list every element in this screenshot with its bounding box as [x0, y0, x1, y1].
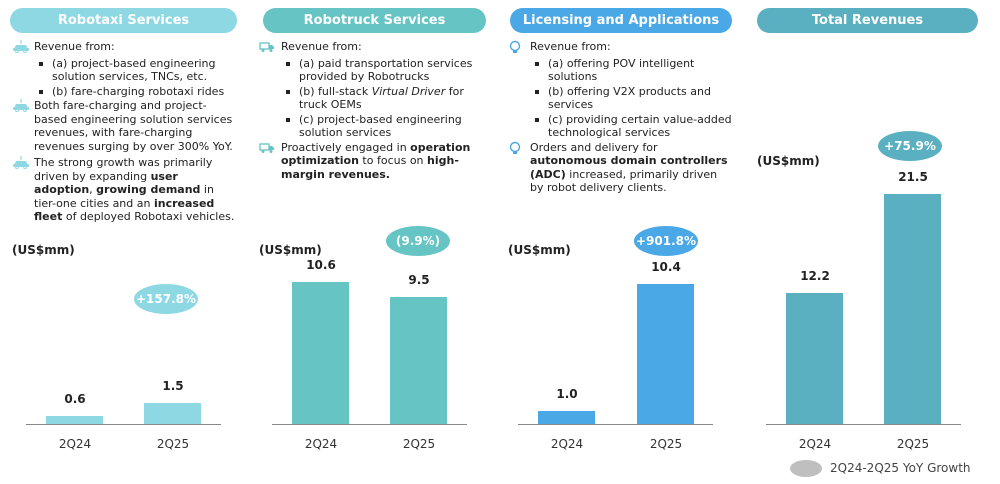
- bar-2Q25: [884, 193, 941, 424]
- bar-value-label: 0.6: [64, 391, 86, 406]
- bar-value-label: 12.2: [800, 269, 830, 284]
- x-axis-line: [766, 424, 961, 425]
- sub-bullet: (c) providing certain value-added techno…: [508, 113, 733, 140]
- bar-2Q24: [538, 410, 595, 424]
- x-axis-line: [518, 424, 713, 425]
- description-item: Proactively engaged in operation optimiz…: [259, 141, 487, 182]
- legend-label: 2Q24-2Q25 YoY Growth: [830, 461, 971, 475]
- panel-header: Robotruck Services: [263, 8, 486, 33]
- yoy-growth-badge: +901.8%: [634, 226, 698, 256]
- x-tick-label: 2Q24: [304, 437, 338, 451]
- bold-text: growing demand: [96, 183, 201, 196]
- bar-2Q24: [786, 293, 843, 424]
- bar-2Q25: [144, 403, 201, 424]
- x-tick-label: 2Q25: [649, 437, 683, 451]
- unit-label: (US$mm): [757, 154, 820, 168]
- bar-value-label: 1.0: [556, 386, 578, 401]
- x-tick-label: 2Q24: [58, 437, 92, 451]
- panel-description: Revenue from: (a) project-based engineeri…: [12, 40, 237, 227]
- x-axis-line: [26, 424, 221, 425]
- text: increased, primarily driven by robot del…: [530, 167, 718, 195]
- unit-label: (US$mm): [508, 243, 571, 257]
- unit-label: (US$mm): [12, 243, 75, 257]
- panel-header: Robotaxi Services: [10, 8, 237, 33]
- yoy-growth-badge: (9.9%): [386, 226, 450, 256]
- bar-2Q24: [292, 281, 349, 424]
- truck-icon: [259, 40, 277, 53]
- sub-bullet: (b) fare-charging robotaxi rides: [12, 85, 237, 99]
- bar-2Q25: [637, 283, 694, 424]
- x-tick-label: 2Q25: [402, 437, 436, 451]
- description-item: Revenue from:: [508, 40, 733, 54]
- text: Revenue from:: [34, 40, 115, 53]
- yoy-growth-badge: +75.9%: [878, 131, 942, 161]
- panel-header: Licensing and Applications: [510, 8, 732, 33]
- panel-header: Total Revenues: [757, 8, 978, 33]
- panel-description: Revenue from: (a) paid transportation ser…: [259, 40, 487, 184]
- sub-bullet: (b) offering V2X products and services: [508, 85, 733, 112]
- robotaxi-car-icon: [12, 156, 30, 170]
- robotaxi-car-icon: [12, 40, 30, 54]
- unit-label: (US$mm): [259, 243, 322, 257]
- panel-description: Revenue from: (a) offering POV intelligen…: [508, 40, 733, 198]
- text: Both fare-charging and project-based eng…: [34, 99, 233, 153]
- lightbulb-icon: [508, 141, 526, 154]
- bar-value-label: 10.4: [651, 259, 681, 274]
- x-tick-label: 2Q24: [798, 437, 832, 451]
- bold-text: increased fleet: [34, 196, 215, 224]
- bar-2Q24: [46, 415, 103, 424]
- bold-text: operation optimization: [281, 140, 471, 168]
- bold-text: user adoption: [34, 169, 178, 197]
- sub-bullet: (a) paid transportation services provide…: [259, 57, 487, 84]
- bar-value-label: 9.5: [408, 272, 430, 287]
- text: of deployed Robotaxi vehicles.: [62, 210, 235, 223]
- text: in tier-one cities and an: [34, 183, 214, 210]
- description-item: Revenue from:: [259, 40, 487, 54]
- description-item: Revenue from:: [12, 40, 237, 54]
- lightbulb-icon: [508, 40, 526, 53]
- bar-value-label: 21.5: [898, 169, 928, 184]
- sub-bullet: (a) project-based engineering solution s…: [12, 57, 237, 84]
- text: The strong growth was primarily driven b…: [34, 156, 213, 183]
- text: Revenue from:: [281, 40, 362, 53]
- description-item: Orders and delivery for autonomous domai…: [508, 141, 733, 195]
- x-tick-label: 2Q25: [156, 437, 190, 451]
- description-item: The strong growth was primarily driven b…: [12, 156, 237, 224]
- legend-growth-marker: [790, 460, 822, 477]
- description-item: Both fare-charging and project-based eng…: [12, 99, 237, 153]
- truck-icon: [259, 141, 277, 154]
- x-tick-label: 2Q25: [896, 437, 930, 451]
- bar-2Q25: [390, 296, 447, 424]
- sub-bullet: (c) project-based engineering solution s…: [259, 113, 487, 140]
- x-tick-label: 2Q24: [550, 437, 584, 451]
- robotaxi-car-icon: [12, 99, 30, 113]
- x-axis-line: [272, 424, 467, 425]
- sub-bullet: (a) offering POV intelligent solutions: [508, 57, 733, 84]
- text: Proactively engaged in: [281, 140, 411, 154]
- bar-value-label: 1.5: [162, 379, 184, 393]
- sub-bullet: (b) full-stack Virtual Driver for truck …: [259, 85, 487, 112]
- text: Revenue from:: [530, 40, 611, 53]
- yoy-growth-badge: +157.8%: [134, 284, 198, 314]
- text: ,: [89, 183, 97, 196]
- text: to focus on: [358, 154, 428, 167]
- bar-value-label: 10.6: [306, 257, 336, 272]
- bold-text: autonomous domain controllers (ADC): [530, 154, 728, 181]
- text: Orders and delivery for: [530, 140, 658, 154]
- bold-text: high-margin revenues.: [281, 154, 459, 181]
